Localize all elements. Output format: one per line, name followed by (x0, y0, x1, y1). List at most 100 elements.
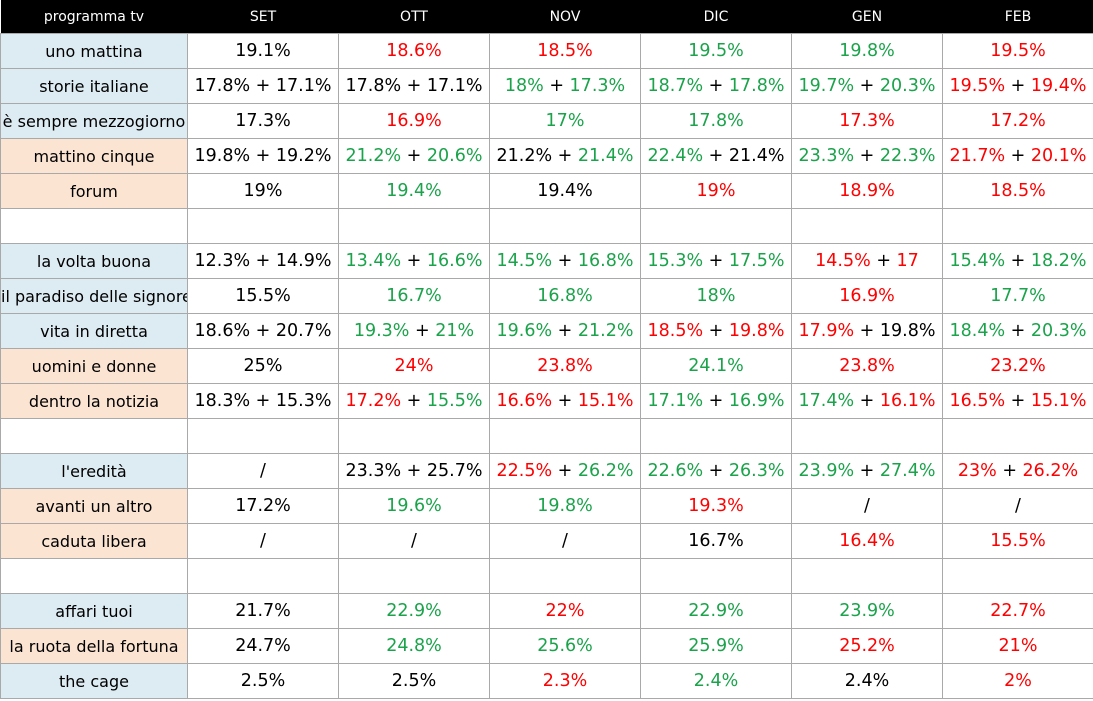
empty-cell (942, 208, 1093, 244)
rating-cell: 2.4% (640, 663, 792, 699)
rating-value: 27.4% (879, 461, 936, 481)
rating-cell: 17.2% (942, 103, 1093, 139)
rating-value: 17.3% (569, 76, 626, 96)
rating-value: 15.1% (1030, 391, 1087, 411)
rating-value: 21.7% (235, 601, 291, 621)
empty-cell (791, 558, 943, 594)
empty-cell (791, 208, 943, 244)
rating-value: 25% (243, 356, 283, 376)
rating-cell: 17.1% + 16.9% (640, 383, 792, 419)
rating-cell: 2.5% (338, 663, 490, 699)
rating-value: 2.4% (844, 671, 890, 691)
plus-separator: + (1005, 76, 1031, 96)
rating-cell: 21.7% (187, 593, 339, 629)
rating-cell: 24.1% (640, 348, 792, 384)
table-row: storie italiane 17.8% + 17.1% 17.8% + 17.1… (0, 68, 1093, 104)
rating-value: 21.4% (728, 146, 785, 166)
program-name: avanti un altro (0, 488, 188, 524)
rating-cell: 19.5% + 19.4% (942, 68, 1093, 104)
rating-value: 14.9% (275, 251, 332, 271)
rating-value: 15.5% (235, 286, 291, 306)
rating-value: 17.8% (345, 76, 402, 96)
plus-separator: + (854, 76, 880, 96)
rating-value: 22.7% (990, 601, 1046, 621)
rating-value: 24.7% (235, 636, 291, 656)
rating-value: 17.5% (728, 251, 785, 271)
rating-cell: 22.5% + 26.2% (489, 453, 641, 489)
table-row: caduta libera / / / 16.7% 16.4% 15.5% (0, 523, 1093, 559)
rating-value: 17.2% (990, 111, 1046, 131)
rating-cell: 25% (187, 348, 339, 384)
rating-value: 14.5% (815, 251, 871, 271)
rating-cell: 18.3% + 15.3% (187, 383, 339, 419)
rating-cell: 19.5% (942, 33, 1093, 69)
rating-value: 22.5% (496, 461, 553, 481)
rating-cell: 19.5% (640, 33, 792, 69)
empty-cell (0, 418, 188, 454)
rating-value: 14.5% (496, 251, 553, 271)
plus-separator: + (703, 146, 729, 166)
rating-value: 23.8% (839, 356, 895, 376)
rating-value: 2.3% (542, 671, 588, 691)
rating-value: 22.6% (647, 461, 704, 481)
table-row: la volta buona 12.3% + 14.9% 13.4% + 16.6%… (0, 243, 1093, 279)
rating-cell: 19.8% + 19.2% (187, 138, 339, 174)
rating-value: 23.3% (345, 461, 402, 481)
plus-separator: + (543, 76, 570, 96)
plus-separator: + (401, 146, 427, 166)
empty-cell (791, 418, 943, 454)
rating-cell: 2% (942, 663, 1093, 699)
rating-value: 17.7% (990, 286, 1046, 306)
rating-value: 16.6% (496, 391, 553, 411)
rating-value: 19.5% (990, 41, 1046, 61)
rating-value: 21% (435, 321, 475, 341)
rating-cell: 18.6% (338, 33, 490, 69)
table-row: la ruota della fortuna 24.7% 24.8% 25.6% 25.… (0, 628, 1093, 664)
rating-value: 17% (545, 111, 585, 131)
empty-cell (187, 208, 339, 244)
rating-value: 25.6% (537, 636, 593, 656)
rating-cell: 2.3% (489, 663, 641, 699)
program-name: the cage (0, 663, 188, 699)
program-name: dentro la notizia (0, 383, 188, 419)
rating-cell: / (791, 488, 943, 524)
empty-cell (338, 558, 490, 594)
rating-value: 20.6% (426, 146, 483, 166)
header-month: OTT (338, 0, 490, 34)
header-month: FEB (942, 0, 1093, 34)
rating-value: 17 (896, 251, 919, 271)
rating-value: 19.2% (275, 146, 332, 166)
rating-value: 15.5% (990, 531, 1046, 551)
rating-cell: 17.8% + 17.1% (338, 68, 490, 104)
rating-value: 21.2% (496, 146, 553, 166)
table-row: the cage 2.5% 2.5% 2.3% 2.4% 2.4% 2% (0, 663, 1093, 699)
rating-value: 15.3% (275, 391, 332, 411)
rating-cell: 17.8% (640, 103, 792, 139)
rating-cell: 18.7% + 17.8% (640, 68, 792, 104)
rating-value: / (1015, 496, 1021, 516)
rating-cell: 2.4% (791, 663, 943, 699)
table-row: vita in diretta 18.6% + 20.7% 19.3% + 21% 1… (0, 313, 1093, 349)
rating-value: 2% (1004, 671, 1032, 691)
rating-value: 19.7% (798, 76, 855, 96)
rating-cell: 22.4% + 21.4% (640, 138, 792, 174)
plus-separator: + (703, 251, 729, 271)
table-row: avanti un altro 17.2% 19.6% 19.8% 19.3% / / (0, 488, 1093, 524)
rating-value: / (864, 496, 870, 516)
rating-value: / (562, 531, 568, 551)
header-programma: programma tv (0, 0, 188, 34)
rating-value: 17.8% (728, 76, 785, 96)
rating-cell: 16.7% (640, 523, 792, 559)
plus-separator: + (401, 76, 427, 96)
program-name: il paradiso delle signore (0, 278, 188, 314)
rating-cell: 18.5% (489, 33, 641, 69)
rating-value: 2.5% (240, 671, 286, 691)
rating-value: 19.4% (386, 181, 442, 201)
rating-value: 19.1% (235, 41, 291, 61)
rating-value: 15.1% (577, 391, 634, 411)
rating-cell: 19.3% (640, 488, 792, 524)
plus-separator: + (1005, 391, 1031, 411)
program-name: mattino cinque (0, 138, 188, 174)
plus-separator: + (552, 251, 578, 271)
empty-cell (187, 418, 339, 454)
